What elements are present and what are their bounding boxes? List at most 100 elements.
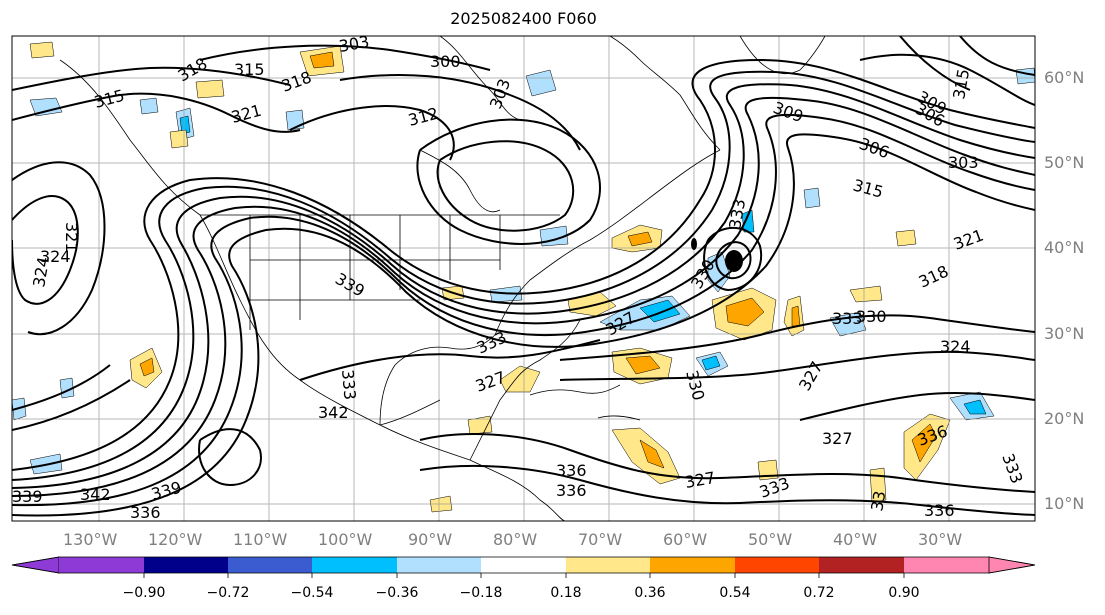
shade-patch (309, 51, 335, 69)
map-title: 2025082400 F060 (450, 9, 597, 28)
contour-label: 327 (473, 367, 508, 395)
shade-patch (139, 357, 155, 377)
storm-center-marker (725, 250, 743, 272)
colorbar-tick-label: −0.90 (122, 585, 166, 601)
colorbar-outline (11, 556, 1036, 574)
lon-label: 70°W (578, 530, 623, 549)
lat-label: 40°N (1044, 238, 1085, 257)
contour-label: 339 (12, 487, 43, 506)
shade-patch (911, 423, 937, 463)
contour-label: 330 (856, 307, 887, 326)
colorbar-segment (735, 557, 819, 573)
shade-patch (179, 115, 191, 135)
contour-label: 327 (683, 468, 716, 492)
colorbar-tick-label: 0.90 (888, 585, 920, 601)
contour-label: 321 (951, 225, 986, 253)
lat-label: 50°N (1044, 153, 1085, 172)
shaded-anomaly-layer (12, 41, 1035, 513)
colorbar-segment (144, 557, 228, 573)
colorbar-tick-label: 0.54 (719, 585, 751, 601)
colorbar-extend-high (988, 556, 1036, 574)
contour-label: 336 (556, 461, 587, 480)
contour-label: 324 (940, 337, 971, 356)
contour-label: 315 (92, 86, 126, 112)
contour-label: 303 (948, 153, 979, 172)
colorbar-segment (59, 557, 144, 573)
shade-patch (895, 229, 917, 247)
lon-label: 40°W (833, 530, 878, 549)
shade-patch (803, 187, 821, 209)
colorbar-tick-label: −0.72 (206, 585, 250, 601)
shade-patch (499, 365, 541, 393)
colorbar-ticks (143, 573, 905, 578)
contour-label: 318 (279, 67, 314, 95)
contour-label: 333 (998, 451, 1026, 486)
colorbar-segment (397, 557, 481, 573)
contour-label: 342 (318, 403, 349, 422)
colorbar-segment (312, 557, 397, 573)
colorbar-tick-label: 0.36 (634, 585, 666, 601)
contour-label: 336 (924, 501, 955, 520)
contour-label: 321 (229, 101, 263, 127)
contour-label: 324 (29, 255, 53, 288)
colorbar-tick-label: 0.72 (803, 585, 835, 601)
shade-patch (195, 79, 225, 99)
colorbar-tick-label: −0.36 (375, 585, 419, 601)
contour-label: 300 (430, 52, 461, 71)
shade-patch (29, 97, 63, 117)
colorbar-segment (566, 557, 650, 573)
storm-center-marker (691, 238, 697, 250)
shade-patch (625, 355, 661, 375)
shade-patch (169, 129, 189, 149)
lon-label: 30°W (918, 530, 963, 549)
contour-label: 336 (556, 481, 587, 500)
height-contours (12, 36, 1035, 517)
lon-label: 90°W (408, 530, 453, 549)
shade-patch (849, 285, 883, 303)
lon-label: 100°W (318, 530, 373, 549)
shade-patch (963, 399, 987, 415)
lat-label: 30°N (1044, 324, 1085, 343)
colorbar-tick-label: −0.54 (290, 585, 334, 601)
colorbar-segment (228, 557, 312, 573)
contour-label: 342 (80, 485, 111, 504)
contour-label: 333 (832, 309, 863, 328)
lon-label: 120°W (148, 530, 203, 549)
colorbar-segment (904, 557, 989, 573)
shade-patch (467, 415, 493, 435)
contour-label: 303 (486, 76, 514, 111)
contour-label: 309 (771, 98, 806, 126)
lon-label: 110°W (233, 530, 288, 549)
contour-label: 339 (149, 478, 183, 504)
contour-label: 303 (337, 32, 370, 56)
lon-label: 60°W (663, 530, 708, 549)
contour-label: 327 (822, 429, 853, 448)
lon-label: 130°W (63, 530, 118, 549)
contour-label: 330 (682, 368, 708, 402)
contour-label: 318 (916, 261, 952, 291)
colorbar-segment (819, 557, 904, 573)
lat-label: 60°N (1044, 68, 1085, 87)
shade-patch (627, 231, 653, 247)
shade-patch (639, 439, 665, 469)
contour-label: 315 (851, 176, 885, 202)
shade-patch (701, 355, 721, 371)
contour-label: 33 (867, 489, 889, 512)
colorbar (11, 556, 1036, 578)
contour-label: 315 (949, 67, 973, 100)
contour-label: 333 (338, 369, 360, 401)
shade-patch (139, 97, 159, 115)
colorbar-tick-label: 0.18 (550, 585, 582, 601)
lat-label: 20°N (1044, 409, 1085, 428)
contour-label: 306 (857, 134, 892, 162)
lat-label: 10°N (1044, 494, 1085, 513)
map-frame (11, 35, 1036, 522)
lon-label: 80°W (493, 530, 538, 549)
colorbar-tick-label: −0.18 (459, 585, 503, 601)
shade-patch (29, 41, 55, 59)
shade-patch (1015, 67, 1035, 85)
contour-label: 321 (62, 222, 81, 253)
lon-label: 50°W (748, 530, 793, 549)
contour-label-layer: 303 300 315 318 318 315 321 312 303 309 … (12, 32, 1027, 522)
